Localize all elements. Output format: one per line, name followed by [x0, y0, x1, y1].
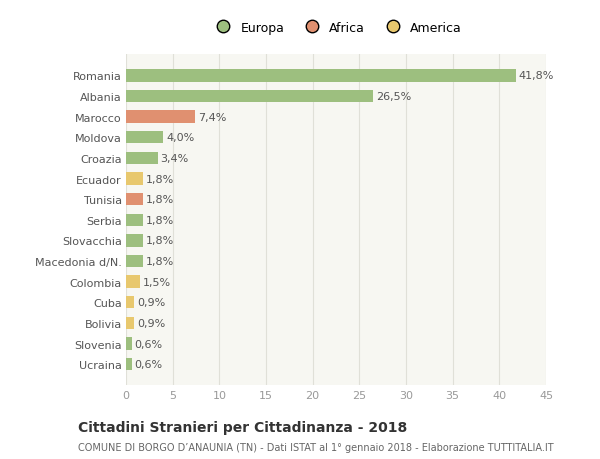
Text: Cittadini Stranieri per Cittadinanza - 2018: Cittadini Stranieri per Cittadinanza - 2… [78, 420, 407, 434]
Bar [126, 235, 143, 247]
Text: 41,8%: 41,8% [519, 71, 554, 81]
Text: 7,4%: 7,4% [198, 112, 226, 123]
Legend: Europa, Africa, America: Europa, Africa, America [210, 22, 462, 34]
Bar [126, 338, 131, 350]
Text: 1,8%: 1,8% [146, 174, 174, 184]
Text: 4,0%: 4,0% [166, 133, 194, 143]
Text: 1,8%: 1,8% [146, 257, 174, 267]
Text: 0,6%: 0,6% [134, 359, 163, 369]
Bar [126, 358, 131, 370]
Text: 0,9%: 0,9% [137, 318, 166, 328]
Bar [126, 317, 134, 330]
Bar [126, 70, 516, 83]
Text: COMUNE DI BORGO D’ANAUNIA (TN) - Dati ISTAT al 1° gennaio 2018 - Elaborazione TU: COMUNE DI BORGO D’ANAUNIA (TN) - Dati IS… [78, 442, 554, 452]
Bar [126, 276, 140, 288]
Text: 1,8%: 1,8% [146, 195, 174, 205]
Bar [126, 152, 158, 165]
Bar [126, 214, 143, 226]
Bar [126, 297, 134, 309]
Text: 3,4%: 3,4% [161, 154, 189, 163]
Bar [126, 194, 143, 206]
Text: 0,9%: 0,9% [137, 297, 166, 308]
Bar [126, 132, 163, 144]
Bar [126, 91, 373, 103]
Bar [126, 173, 143, 185]
Text: 1,8%: 1,8% [146, 215, 174, 225]
Bar [126, 111, 195, 123]
Text: 26,5%: 26,5% [376, 92, 412, 102]
Bar [126, 255, 143, 268]
Text: 1,8%: 1,8% [146, 236, 174, 246]
Text: 0,6%: 0,6% [134, 339, 163, 349]
Text: 1,5%: 1,5% [143, 277, 171, 287]
